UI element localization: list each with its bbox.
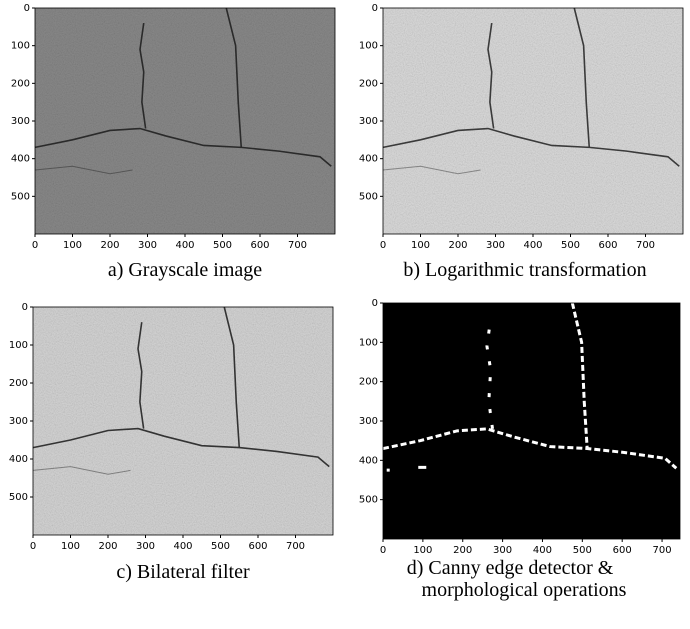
x-tick-label: 700 [636, 240, 655, 251]
y-tick-label: 500 [9, 492, 28, 503]
y-tick-label: 200 [11, 78, 30, 89]
y-tick-label: 200 [359, 78, 378, 89]
y-tick-label: 0 [372, 298, 378, 309]
y-tick-label: 400 [359, 455, 378, 466]
y-tick-label: 400 [11, 154, 30, 165]
x-tick-label: 700 [653, 545, 672, 556]
image [35, 8, 335, 234]
panel: 0 100 200 300 400 500 600 700 0 100 200 300 400 500 b)… [359, 3, 683, 281]
y-tick-label: 0 [22, 302, 28, 313]
image [33, 307, 333, 535]
y-tick-label: 400 [9, 454, 28, 465]
caption: c) Bilateral filter [116, 561, 250, 583]
x-tick-label: 100 [63, 240, 82, 251]
x-tick-label: 500 [211, 541, 230, 552]
x-tick-label: 600 [613, 545, 632, 556]
y-tick-label: 500 [359, 495, 378, 506]
y-tick-label: 300 [359, 116, 378, 127]
x-tick-label: 300 [138, 240, 157, 251]
x-tick-label: 300 [486, 240, 505, 251]
x-tick-label: 300 [493, 545, 512, 556]
x-tick-label: 700 [288, 240, 307, 251]
y-tick-label: 0 [24, 3, 30, 14]
y-tick-label: 400 [359, 154, 378, 165]
image [383, 8, 683, 234]
caption: d) Canny edge detector & [407, 557, 614, 579]
y-tick-label: 0 [372, 3, 378, 14]
x-tick-label: 300 [136, 541, 155, 552]
x-tick-label: 400 [173, 541, 192, 552]
x-tick-label: 600 [248, 541, 267, 552]
panel: 0 100 200 300 400 500 600 700 0 100 200 300 400 500 c)… [9, 302, 333, 583]
caption: b) Logarithmic transformation [403, 259, 646, 281]
figure: 0 100 200 300 400 500 600 700 0 100 200 300 400 500 a)… [0, 0, 690, 629]
image [383, 303, 680, 539]
x-tick-label: 400 [533, 545, 552, 556]
y-tick-label: 500 [11, 191, 30, 202]
x-tick-label: 400 [523, 240, 542, 251]
x-tick-label: 100 [411, 240, 430, 251]
x-tick-label: 200 [453, 545, 472, 556]
y-tick-label: 100 [11, 41, 30, 52]
x-tick-label: 600 [598, 240, 617, 251]
y-tick-label: 300 [359, 416, 378, 427]
y-tick-label: 100 [359, 337, 378, 348]
x-tick-label: 0 [32, 240, 38, 251]
x-tick-label: 500 [561, 240, 580, 251]
y-tick-label: 100 [9, 340, 28, 351]
y-tick-label: 100 [359, 41, 378, 52]
x-tick-label: 100 [61, 541, 80, 552]
x-tick-label: 500 [573, 545, 592, 556]
y-tick-label: 200 [359, 377, 378, 388]
x-tick-label: 200 [98, 541, 117, 552]
panel: 0 100 200 300 400 500 600 700 0 100 200 300 400 500 a)… [11, 3, 335, 281]
caption: a) Grayscale image [108, 259, 262, 281]
x-tick-label: 400 [175, 240, 194, 251]
y-tick-label: 500 [359, 191, 378, 202]
caption: morphological operations [422, 579, 627, 601]
x-tick-label: 200 [100, 240, 119, 251]
x-tick-label: 100 [413, 545, 432, 556]
y-tick-label: 300 [9, 416, 28, 427]
x-tick-label: 500 [213, 240, 232, 251]
x-tick-label: 0 [380, 545, 386, 556]
x-tick-label: 200 [448, 240, 467, 251]
x-tick-label: 0 [380, 240, 386, 251]
y-tick-label: 200 [9, 378, 28, 389]
y-tick-label: 300 [11, 116, 30, 127]
x-tick-label: 600 [250, 240, 269, 251]
x-tick-label: 0 [30, 541, 36, 552]
x-tick-label: 700 [286, 541, 305, 552]
